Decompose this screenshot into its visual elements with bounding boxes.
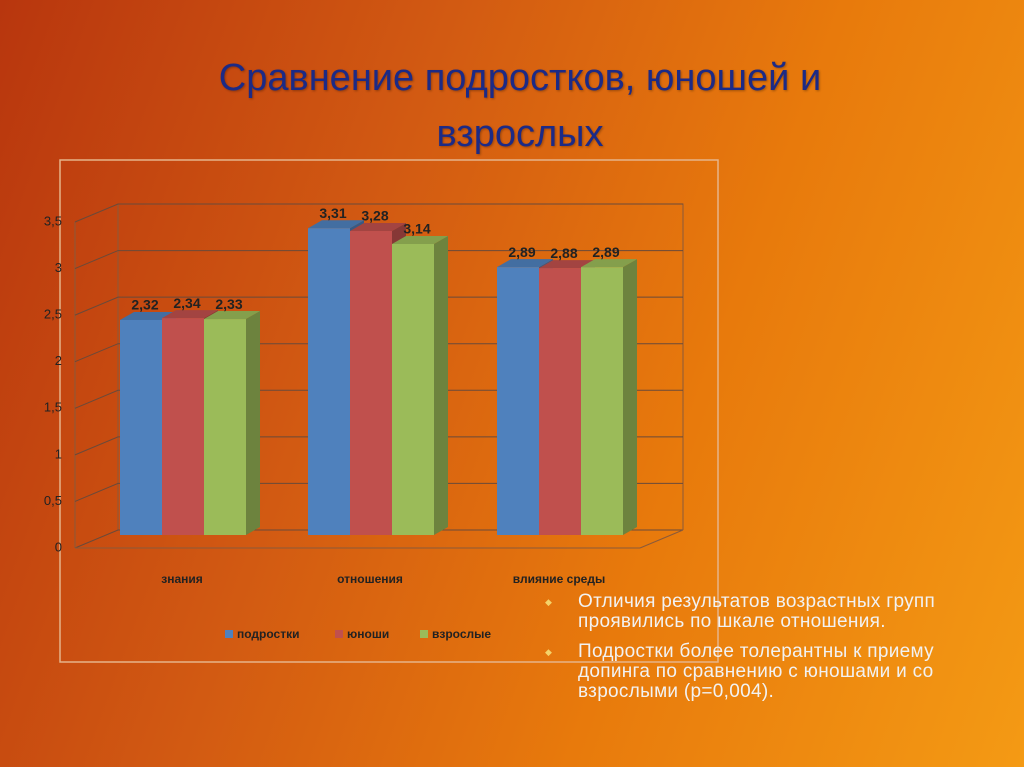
grid-line — [74, 203, 683, 223]
value-label: 3,31 — [319, 205, 346, 221]
legend-swatch — [335, 630, 343, 638]
slide-title: Сравнение подростков, юношей и взрослых — [218, 57, 822, 155]
legend-label: взрослые — [432, 627, 491, 641]
bar-top — [350, 223, 406, 232]
bar-side — [623, 259, 637, 535]
bar — [308, 228, 350, 536]
bar-top — [539, 260, 595, 269]
value-label: 2,32 — [131, 297, 158, 313]
grid-line — [74, 436, 683, 456]
bar — [120, 319, 162, 535]
bar-top — [204, 311, 260, 320]
grid-line — [74, 296, 683, 316]
bullet: Отличия результатов возрастных групп про… — [545, 592, 985, 632]
bar — [497, 267, 539, 535]
bar-side — [434, 235, 448, 535]
y-tick-label: 0,5 — [44, 493, 62, 508]
grid-line — [74, 343, 683, 363]
bullet-list: Отличия результатов возрастных групп про… — [545, 592, 985, 712]
bar-top — [162, 310, 218, 319]
y-tick-label: 1 — [55, 446, 62, 461]
grid-line — [74, 529, 683, 549]
legend-label: юноши — [347, 627, 389, 641]
value-label: 2,34 — [173, 295, 200, 311]
value-label: 2,89 — [508, 244, 535, 260]
y-tick-label: 2,5 — [44, 307, 62, 322]
x-tick-label: влияние среды — [513, 572, 605, 586]
bar-top — [392, 235, 448, 244]
bar — [581, 267, 623, 535]
value-label: 2,33 — [215, 296, 242, 312]
y-tick-label: 1,5 — [44, 400, 62, 415]
bar-top — [308, 220, 364, 229]
bar — [204, 319, 246, 535]
value-label: 3,28 — [361, 208, 388, 224]
bar-side — [246, 311, 260, 535]
floor-edge — [639, 529, 684, 549]
value-label: 2,88 — [550, 245, 577, 261]
y-tick-label: 2 — [55, 353, 62, 368]
grid-line — [74, 389, 683, 409]
bar-top — [497, 259, 553, 268]
bar — [350, 231, 392, 535]
y-tick-label: 0 — [55, 539, 62, 554]
value-label: 3,14 — [403, 221, 430, 237]
y-tick-label: 3,5 — [44, 213, 62, 228]
legend-swatch — [420, 630, 428, 638]
bar — [392, 243, 434, 535]
value-label: 2,89 — [592, 244, 619, 260]
bar-top — [581, 259, 637, 268]
grid-line — [74, 482, 683, 502]
grid-line — [74, 250, 683, 270]
bullet: Подростки более толерантны к приему допи… — [545, 642, 985, 702]
y-tick-label: 3 — [55, 260, 62, 275]
legend-swatch — [225, 630, 233, 638]
legend-label: подростки — [237, 627, 299, 641]
bar — [539, 268, 581, 535]
x-tick-label: знания — [161, 572, 203, 586]
bar — [162, 318, 204, 535]
chart-frame — [59, 159, 719, 663]
bar-top — [120, 311, 176, 320]
x-tick-label: отношения — [337, 572, 403, 586]
